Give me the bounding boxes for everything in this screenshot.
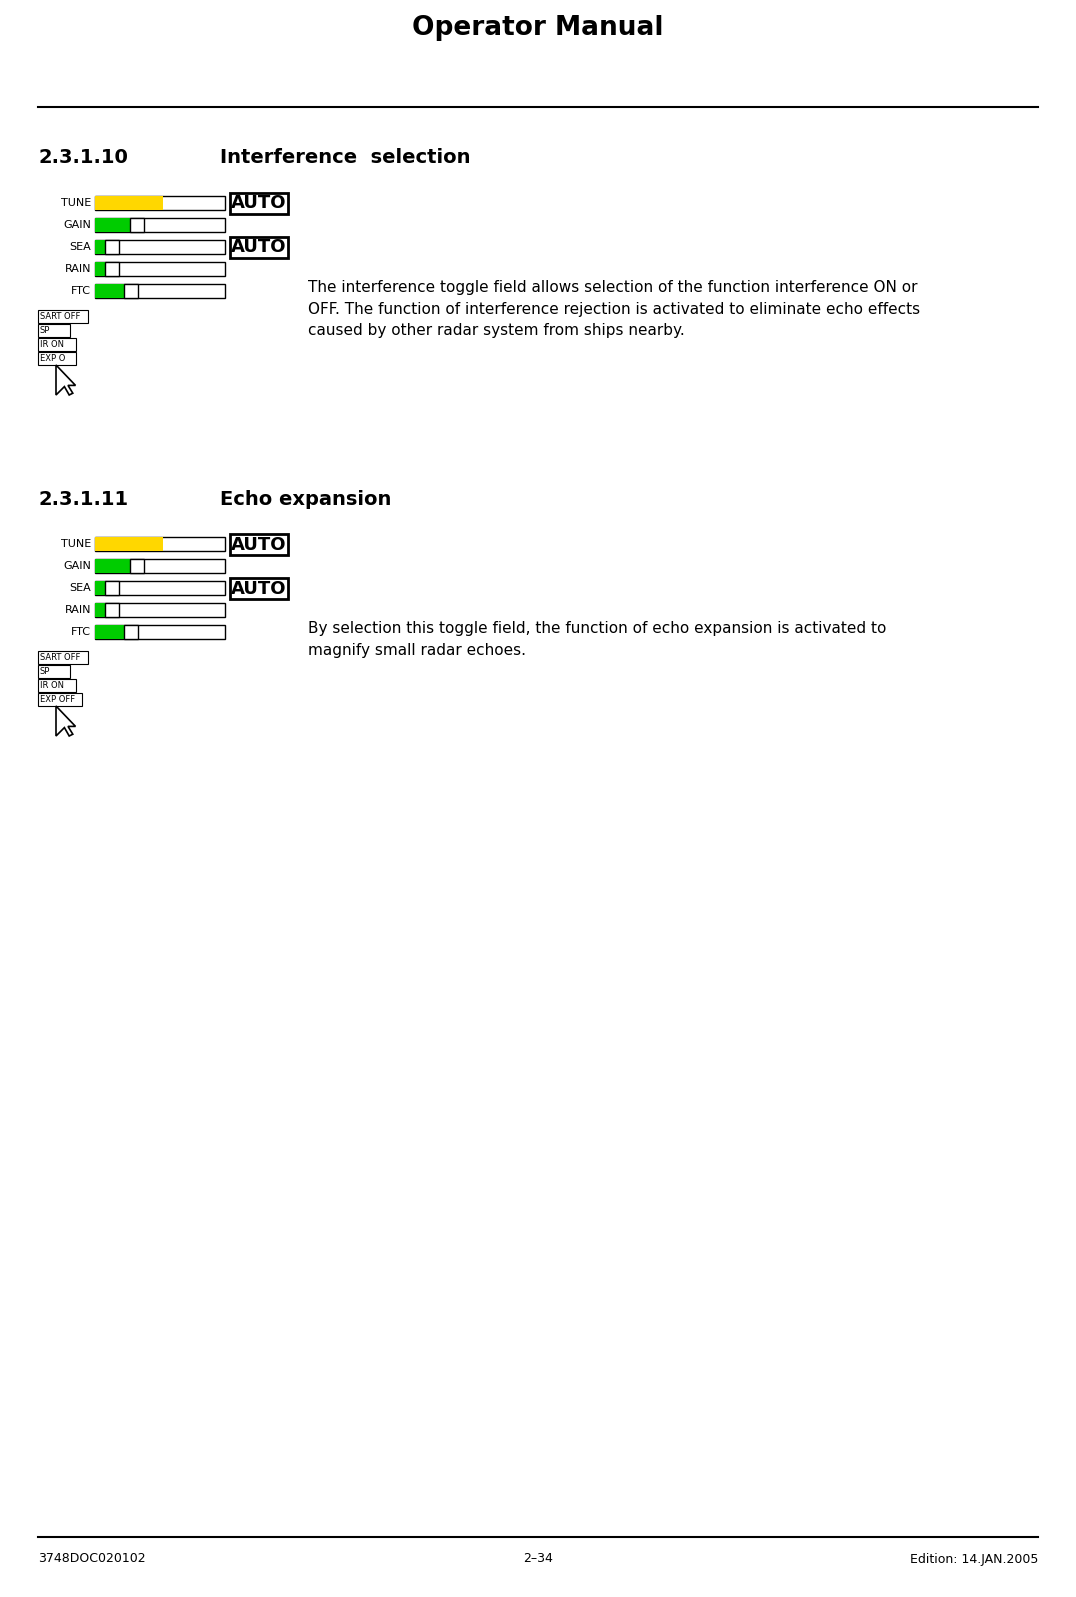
Bar — [95, 559, 225, 573]
Bar — [38, 351, 76, 366]
Bar — [95, 581, 112, 596]
Text: AUTO: AUTO — [231, 535, 286, 554]
Bar — [95, 262, 112, 276]
Bar — [125, 624, 139, 639]
Text: AUTO: AUTO — [231, 238, 286, 257]
Bar — [104, 262, 119, 276]
Text: GAIN: GAIN — [63, 220, 91, 230]
Polygon shape — [56, 706, 75, 736]
Text: SART OFF: SART OFF — [40, 311, 81, 321]
Bar — [125, 284, 139, 299]
Bar — [95, 604, 112, 616]
Bar — [38, 664, 70, 679]
Text: RAIN: RAIN — [65, 605, 91, 615]
Bar — [95, 559, 137, 573]
Bar — [95, 537, 162, 551]
Text: EXP O: EXP O — [40, 355, 66, 363]
Bar — [95, 196, 162, 209]
Text: AUTO: AUTO — [231, 195, 286, 212]
Bar — [95, 262, 225, 276]
Text: FTC: FTC — [71, 286, 91, 295]
Text: Interference  selection: Interference selection — [220, 149, 470, 168]
Bar — [230, 533, 288, 556]
Text: 2.3.1.10: 2.3.1.10 — [38, 149, 128, 168]
Bar — [129, 219, 143, 232]
Text: The interference toggle field allows selection of the function interference ON o: The interference toggle field allows sel… — [308, 279, 920, 339]
Bar — [129, 559, 143, 573]
Bar — [104, 604, 119, 616]
Bar — [95, 604, 225, 616]
Bar — [230, 578, 288, 599]
Bar — [38, 693, 82, 706]
Bar — [95, 219, 137, 232]
Bar — [104, 240, 119, 254]
Bar — [95, 537, 225, 551]
Text: 2–34: 2–34 — [523, 1552, 553, 1565]
Bar — [38, 652, 88, 664]
Text: TUNE: TUNE — [60, 540, 91, 549]
Bar — [38, 679, 76, 692]
Text: Edition: 14.JAN.2005: Edition: 14.JAN.2005 — [909, 1552, 1038, 1565]
Text: SEA: SEA — [69, 583, 91, 592]
Bar — [230, 236, 288, 259]
Text: SART OFF: SART OFF — [40, 653, 81, 663]
Bar — [95, 284, 225, 299]
Text: Operator Manual: Operator Manual — [412, 14, 664, 42]
Bar — [95, 240, 225, 254]
Bar — [38, 339, 76, 351]
Text: 3748DOC020102: 3748DOC020102 — [38, 1552, 145, 1565]
Text: AUTO: AUTO — [231, 580, 286, 597]
Text: IR ON: IR ON — [40, 680, 63, 690]
Bar — [95, 581, 225, 596]
Text: FTC: FTC — [71, 628, 91, 637]
Text: By selection this toggle field, the function of echo expansion is activated to
m: By selection this toggle field, the func… — [308, 621, 887, 658]
Bar — [95, 240, 112, 254]
Text: IR ON: IR ON — [40, 340, 63, 350]
Text: SP: SP — [40, 326, 51, 335]
Bar — [95, 624, 131, 639]
Bar — [230, 193, 288, 214]
Text: Echo expansion: Echo expansion — [220, 490, 392, 509]
Text: EXP OFF: EXP OFF — [40, 695, 75, 704]
Bar — [95, 624, 225, 639]
Polygon shape — [56, 366, 75, 394]
Text: RAIN: RAIN — [65, 264, 91, 275]
Bar — [104, 581, 119, 596]
Text: SEA: SEA — [69, 243, 91, 252]
Text: SP: SP — [40, 668, 51, 676]
Bar — [38, 310, 88, 323]
Bar — [95, 219, 225, 232]
Bar — [95, 284, 131, 299]
Text: TUNE: TUNE — [60, 198, 91, 208]
Text: GAIN: GAIN — [63, 561, 91, 572]
Bar — [38, 324, 70, 337]
Bar — [95, 196, 225, 209]
Text: 2.3.1.11: 2.3.1.11 — [38, 490, 128, 509]
